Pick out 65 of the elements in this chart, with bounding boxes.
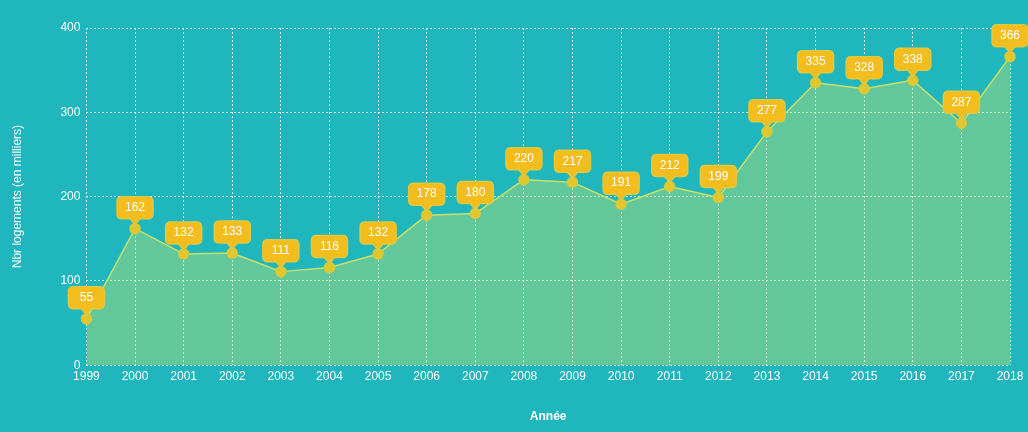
data-label: 199 (708, 168, 729, 183)
x-tick-label: 2003 (267, 368, 295, 383)
x-tick-label: 2009 (559, 368, 587, 383)
data-label: 277 (756, 103, 778, 117)
point (809, 77, 822, 89)
data-label: 180 (465, 184, 486, 199)
x-tick-label: 2010 (607, 368, 635, 383)
x-tick-label: 2005 (364, 368, 392, 383)
point (615, 198, 627, 210)
point (566, 176, 579, 189)
point (420, 209, 433, 221)
x-tick-label: 2004 (316, 368, 344, 383)
point (761, 125, 773, 138)
data-label: 287 (951, 94, 972, 109)
point (129, 222, 141, 235)
data-label: 178 (416, 186, 438, 201)
data-label: 335 (805, 54, 826, 69)
x-tick-label: 2018 (996, 368, 1024, 383)
data-label: 162 (125, 199, 146, 214)
point (907, 74, 919, 87)
data-label: 191 (611, 175, 632, 190)
data-label: 328 (854, 60, 875, 75)
x-tick-label: 2008 (510, 368, 538, 383)
x-tick-label: 2015 (850, 368, 878, 383)
data-label: 111 (271, 242, 291, 257)
x-tick-label: 2012 (704, 368, 733, 383)
data-label: 212 (659, 157, 681, 172)
data-label: 133 (222, 224, 243, 239)
data-label: 366 (999, 27, 1021, 42)
x-tick-label: 2011 (656, 368, 683, 383)
x-axis-title: Année (529, 409, 567, 424)
x-tick-label: 2014 (802, 368, 830, 383)
point (955, 117, 968, 130)
x-tick-label: 2017 (948, 368, 976, 383)
data-label: 338 (902, 51, 924, 66)
x-tick-label: 2007 (461, 368, 489, 383)
y-tick-label: 400 (60, 20, 81, 35)
x-tick-label: 2013 (753, 368, 781, 383)
point (275, 265, 287, 278)
point (80, 313, 93, 325)
point (177, 248, 190, 260)
point (1004, 50, 1016, 63)
x-tick-label: 2000 (121, 368, 149, 383)
x-tick-label: 2002 (218, 368, 246, 383)
data-label: 220 (513, 151, 535, 166)
x-tick-label: 2006 (413, 368, 441, 383)
point (469, 207, 482, 220)
point (712, 191, 725, 204)
data-label: 55 (79, 290, 94, 305)
y-axis-title: Nbr logements (en milliers) (9, 124, 24, 269)
data-label: 217 (562, 153, 583, 168)
y-tick-label: 100 (60, 273, 81, 288)
point (858, 82, 870, 95)
data-label: 132 (368, 225, 389, 240)
y-tick-label: 200 (60, 188, 81, 203)
x-tick-label: 2001 (170, 368, 198, 383)
point (663, 180, 676, 193)
point (518, 173, 530, 186)
point (372, 248, 384, 260)
point (226, 247, 238, 259)
data-label: 116 (319, 238, 340, 253)
x-tick-label: 2016 (899, 368, 927, 383)
y-tick-label: 300 (60, 104, 81, 119)
point (323, 261, 336, 274)
data-label: 132 (173, 225, 194, 240)
